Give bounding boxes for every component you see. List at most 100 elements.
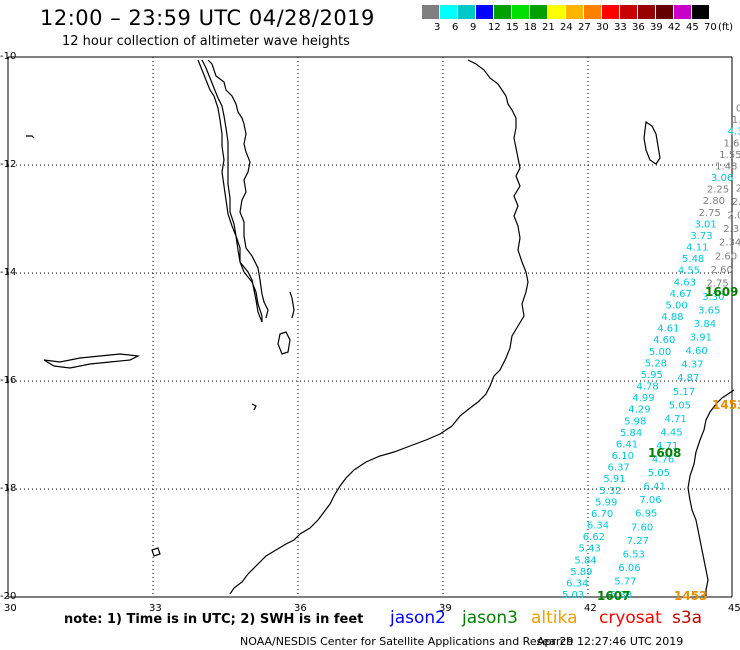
wave-height-label: 1.64 [723, 138, 740, 149]
scale-swatch-7 [548, 5, 566, 19]
lat-label: -14 [0, 267, 17, 278]
wave-height-label: 5.84 [574, 555, 596, 566]
wave-height-label: 4.76 [652, 455, 674, 466]
color-scale-labels: 3 6 9 12 15 18 21 24 27 30 33 36 39 42 45 70 (ft) [422, 22, 740, 34]
lake-tanganyika-tip [43, 353, 141, 369]
wave-height-label: 2.30 [732, 197, 740, 208]
track-time-label: 1607 [597, 589, 630, 603]
satellite-legend-jason3: jason3 [462, 608, 518, 628]
wave-height-label: 4.63 [674, 277, 696, 288]
small-islet-1 [26, 135, 35, 139]
wave-height-label: 5.98 [624, 416, 646, 427]
wave-height-label: 4.71 [656, 441, 678, 452]
scale-label-0: 3 [434, 22, 441, 33]
wave-height-label: 6.06 [618, 563, 640, 574]
lat-label: -18 [0, 483, 17, 494]
wave-height-label: 2.34 [719, 238, 740, 249]
wave-height-label: 5.05 [669, 400, 691, 411]
wave-height-label: 5.00 [665, 300, 687, 311]
lon-label: 45 [728, 603, 740, 614]
wave-height-label: 6.41 [644, 482, 666, 493]
wave-height-label: 1.48 [715, 161, 737, 172]
wave-height-label: 1.55 [719, 150, 740, 161]
wave-height-label: 4.37 [681, 360, 703, 371]
wave-height-label: 2.75 [706, 278, 728, 289]
scale-swatch-8 [566, 5, 584, 19]
lat-lon-grid [7, 56, 733, 598]
scale-label-16: (ft) [718, 22, 734, 33]
scale-label-3: 12 [488, 22, 501, 33]
madagascar-coastline [687, 389, 735, 596]
wave-height-label: 2.75 [699, 208, 721, 219]
wave-height-label: 6.10 [612, 451, 634, 462]
scale-label-1: 6 [452, 22, 459, 33]
lat-label: -10 [0, 51, 17, 62]
wave-height-label: 5.91 [603, 474, 625, 485]
wave-height-label: 2.31 [723, 224, 740, 235]
lake-malawi [197, 59, 263, 323]
wave-height-label: 4.11 [686, 243, 708, 254]
scale-swatch-2 [458, 5, 476, 19]
wave-height-label: 4.78 [637, 382, 659, 393]
wave-height-label: 7.60 [631, 522, 653, 533]
wave-height-label: 4.61 [657, 324, 679, 335]
small-islet-2 [251, 403, 257, 411]
satellite-legend-jason2: jason2 [390, 608, 446, 628]
wave-height-label: 7.06 [639, 495, 661, 506]
lat-label: -16 [0, 375, 17, 386]
scale-label-12: 39 [650, 22, 663, 33]
track-time-label: 1609 [705, 285, 738, 299]
footer-note: note: 1) Time is in UTC; 2) SWH is in fe… [64, 612, 364, 627]
scale-label-15: 70 [704, 22, 717, 33]
wave-height-label: 2.80 [703, 196, 725, 207]
scale-label-6: 21 [542, 22, 555, 33]
scale-label-7: 24 [560, 22, 573, 33]
scale-label-8: 27 [578, 22, 591, 33]
lat-label: -12 [0, 159, 17, 170]
wave-height-label: 5.77 [614, 576, 636, 587]
lon-label: 36 [294, 603, 307, 614]
wave-height-label: 5.89 [570, 567, 592, 578]
wave-height-label: 6.34 [566, 578, 588, 589]
scale-swatch-12 [638, 5, 656, 19]
wave-height-label: 5.17 [673, 387, 695, 398]
wave-height-label: 0.1 [736, 104, 740, 115]
map-title: 12:00 – 23:59 UTC 04/28/2019 [40, 6, 375, 30]
track-time-label: 1453 [674, 589, 707, 603]
lon-label: 39 [439, 603, 452, 614]
wave-height-label: 5.28 [645, 358, 667, 369]
wave-height-label: 4.60 [685, 346, 707, 357]
satellite-track-2: 6.38 5.77 6.06 6.53 7.27 7.60 6.95 7.06 6.41 5.05… [610, 184, 740, 601]
wave-height-label: 4.88 [661, 312, 683, 323]
wave-height-label: 6.38 [610, 590, 632, 601]
satellite-legend-s3a: s3a [672, 608, 703, 628]
wave-height-label: 4.60 [653, 335, 675, 346]
wave-height-label: 4.87 [677, 373, 699, 384]
wave-height-label: 6.95 [635, 509, 657, 520]
scale-swatch-0 [422, 5, 440, 19]
scale-swatch-1 [440, 5, 458, 19]
track-time-labels: 1607 1453 1608 1609 1453 [597, 285, 740, 603]
scale-label-2: 9 [470, 22, 477, 33]
east-africa-coastline [229, 59, 529, 595]
scale-swatch-4 [494, 5, 512, 19]
wave-height-label: 3.65 [698, 305, 720, 316]
lon-label: 33 [149, 603, 162, 614]
scale-label-13: 42 [668, 22, 681, 33]
wave-height-label: 2.18 [736, 184, 740, 195]
wave-height-label: 3.91 [690, 333, 712, 344]
satellite-legend-altika: altika [531, 608, 578, 628]
wave-height-label: 6.53 [623, 549, 645, 560]
wave-height-label: 5.00 [649, 347, 671, 358]
lon-label: 30 [4, 603, 17, 614]
wave-height-label: 4.71 [665, 414, 687, 425]
scale-label-11: 36 [632, 22, 645, 33]
scale-swatch-15 [692, 5, 710, 19]
coastline [26, 59, 735, 596]
scale-swatch-6 [530, 5, 548, 19]
track-time-label: 1608 [648, 446, 681, 460]
wave-height-label: 6.41 [616, 439, 638, 450]
wave-height-label: 5.05 [648, 468, 670, 479]
wave-height-label: 5.95 [641, 370, 663, 381]
